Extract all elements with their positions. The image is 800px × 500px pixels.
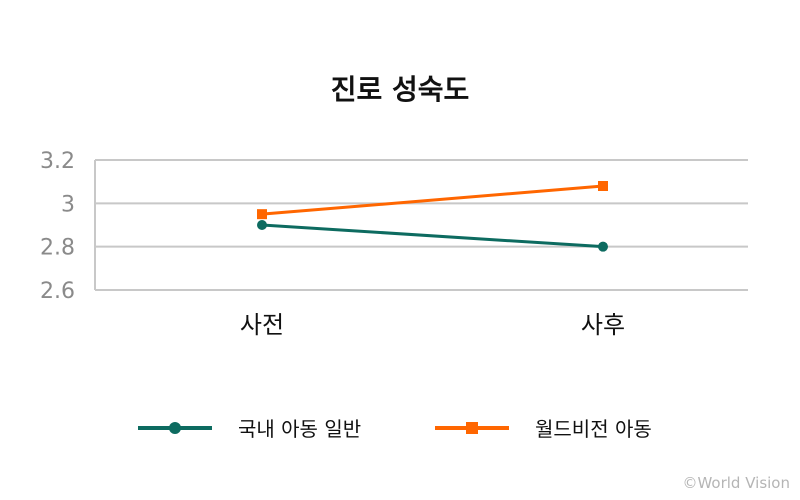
y-tick-label: 2.8 [40, 236, 75, 261]
data-point-circle [598, 241, 608, 252]
x-category-label: 사전 [240, 311, 284, 339]
series-line [261, 223, 604, 249]
data-point-square [257, 209, 267, 220]
data-point-circle [257, 220, 267, 230]
data-point-square [466, 422, 478, 434]
y-tick-label: 3.2 [40, 149, 75, 174]
data-point-square [598, 181, 608, 191]
data-point-circle [169, 422, 181, 434]
y-tick-label: 2.6 [40, 279, 75, 304]
copyright-credit: ©World Vision [682, 474, 790, 492]
x-category-label: 사후 [581, 311, 625, 339]
y-tick-label: 3 [61, 192, 75, 217]
legend-label: 월드비전 아동 [535, 417, 652, 441]
legend-label: 국내 아동 일반 [238, 417, 361, 441]
series-line [261, 184, 604, 216]
chart-title: 진로 성숙도 [330, 73, 470, 106]
